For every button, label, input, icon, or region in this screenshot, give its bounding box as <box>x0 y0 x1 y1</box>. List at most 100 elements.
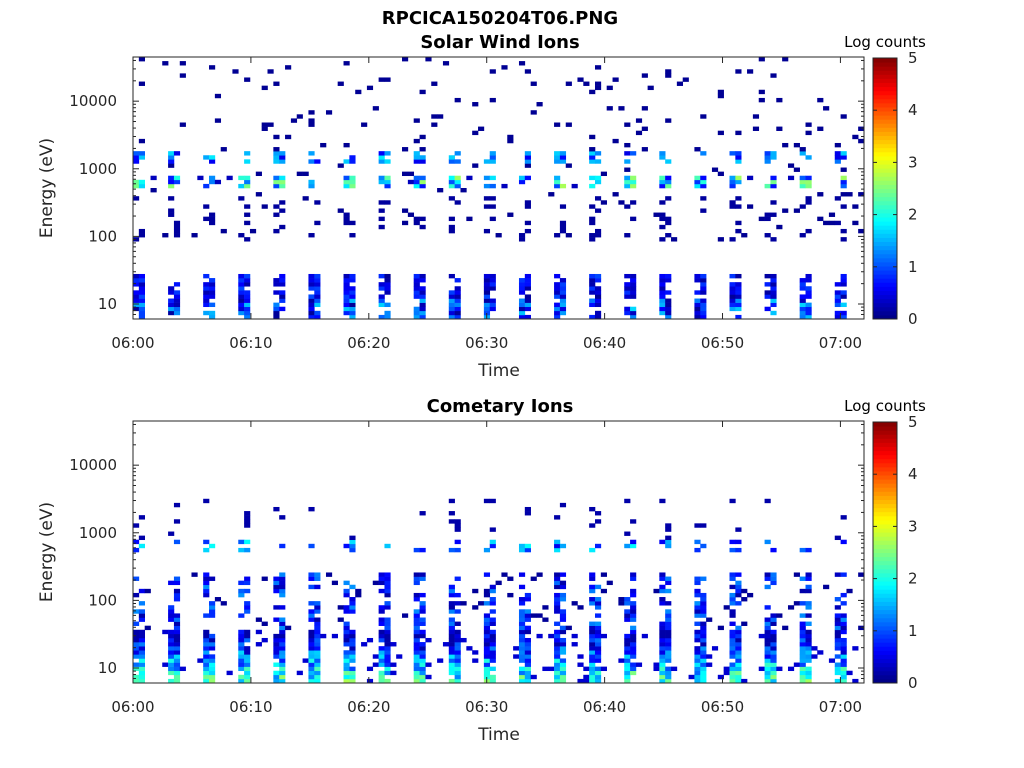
heatmap-cell <box>817 192 824 197</box>
colorbar-swatch <box>873 544 897 549</box>
heatmap-cell <box>138 670 145 676</box>
heatmap-cell <box>244 519 251 524</box>
heatmap-cell <box>770 662 777 667</box>
heatmap-cell <box>273 650 280 655</box>
heatmap-cell <box>524 617 531 622</box>
heatmap-cell <box>741 233 748 238</box>
heatmap-cell <box>168 208 175 213</box>
heatmap-cell <box>805 183 812 189</box>
heatmap-cell <box>133 654 140 659</box>
heatmap-cell <box>852 646 859 651</box>
heatmap-cell <box>589 237 596 242</box>
heatmap-cell <box>852 134 859 140</box>
heatmap-cell <box>279 678 286 684</box>
heatmap-cell <box>173 629 181 635</box>
heatmap-cell <box>811 654 818 659</box>
heatmap-cell <box>770 658 777 663</box>
heatmap-cell <box>518 298 526 303</box>
heatmap-cell <box>735 625 742 631</box>
colorbar-swatch <box>873 479 897 484</box>
heatmap-cell <box>384 621 391 626</box>
colorbar-swatch <box>873 261 897 267</box>
heatmap-cell <box>618 200 625 205</box>
heatmap-cell <box>255 617 262 622</box>
heatmap-cell <box>536 633 543 639</box>
heatmap-cell <box>729 273 736 279</box>
heatmap-cell <box>483 196 491 201</box>
heatmap-cell <box>220 147 227 152</box>
heatmap-cell <box>507 576 514 581</box>
colorbar-swatch <box>873 670 897 676</box>
heatmap-cell <box>138 658 145 663</box>
heatmap-cell <box>279 572 286 577</box>
heatmap-cell <box>554 175 561 181</box>
heatmap-cell <box>805 179 812 185</box>
heatmap-cell <box>665 637 672 643</box>
heatmap-cell <box>413 155 420 160</box>
heatmap-cell <box>630 278 637 283</box>
heatmap-cell <box>735 155 742 160</box>
heatmap-cell <box>589 650 596 655</box>
heatmap-cell <box>173 613 181 618</box>
heatmap-cell <box>448 547 455 553</box>
heatmap-cell <box>214 179 222 185</box>
colorbar-swatch <box>873 294 897 300</box>
heatmap-cell <box>834 294 841 299</box>
heatmap-cell <box>378 200 385 205</box>
heatmap-cell <box>665 642 672 647</box>
heatmap-cell <box>173 637 181 643</box>
heatmap-cell <box>589 658 596 663</box>
heatmap-cell <box>483 670 491 676</box>
heatmap-cell <box>840 646 847 651</box>
heatmap-cell <box>454 670 461 676</box>
heatmap-cell <box>203 204 210 209</box>
colorbar-swatch <box>873 188 897 194</box>
heatmap-cell <box>630 519 637 524</box>
heatmap-cell <box>624 674 631 680</box>
heatmap-cell <box>834 613 841 618</box>
heatmap-cell <box>209 637 216 643</box>
heatmap-cell <box>384 159 391 164</box>
heatmap-cell <box>624 650 631 655</box>
heatmap-cell <box>594 159 602 164</box>
colorbar-swatch <box>873 314 897 320</box>
heatmap-cell <box>700 179 707 185</box>
heatmap-cell <box>700 196 707 201</box>
heatmap-cell <box>594 81 602 86</box>
heatmap-cell <box>378 77 385 82</box>
heatmap-cell <box>694 621 701 626</box>
heatmap-cell <box>524 204 531 209</box>
heatmap-cell <box>173 597 181 602</box>
heatmap-cell <box>624 290 631 295</box>
heatmap-cell <box>419 605 426 610</box>
heatmap-cell <box>694 314 701 320</box>
heatmap-cell <box>413 175 420 181</box>
heatmap-cell <box>349 584 356 590</box>
heatmap-cell <box>279 617 286 622</box>
heatmap-cell <box>378 159 385 164</box>
heatmap-cell <box>554 282 561 287</box>
heatmap-cell <box>279 278 286 283</box>
heatmap-cell <box>138 290 145 295</box>
heatmap-cell <box>138 310 145 316</box>
heatmap-cell <box>735 633 742 639</box>
heatmap-cell <box>565 163 572 168</box>
heatmap-cell <box>203 576 210 581</box>
heatmap-cell <box>320 633 327 639</box>
colorbar-swatch <box>873 119 897 124</box>
heatmap-cell <box>308 572 315 577</box>
heatmap-cell <box>413 666 420 672</box>
colorbar-swatch <box>873 585 897 590</box>
heatmap-cell <box>600 666 607 672</box>
heatmap-cell <box>536 102 543 107</box>
heatmap-cell <box>834 142 841 148</box>
heatmap-cell <box>583 81 590 86</box>
heatmap-cell <box>419 278 426 283</box>
heatmap-cell <box>209 613 216 618</box>
heatmap-cell <box>764 617 771 622</box>
heatmap-cell <box>671 666 678 672</box>
heatmap-cell <box>840 617 847 622</box>
heatmap-cell <box>173 580 181 586</box>
heatmap-cell <box>349 539 356 545</box>
heatmap-cell <box>483 654 491 659</box>
